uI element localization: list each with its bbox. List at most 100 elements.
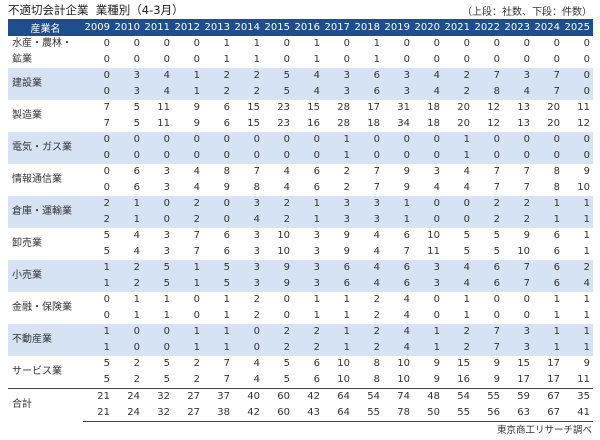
company-count-cell: 0: [233, 132, 263, 148]
case-count-cell: 1: [583, 310, 590, 321]
company-count-cell: 4: [413, 68, 443, 84]
company-count-cell: 2: [373, 294, 380, 305]
company-count-cell: 3: [233, 196, 263, 212]
company-count-cell: 24: [113, 388, 143, 405]
case-count-cell: 60: [263, 405, 293, 422]
case-count-cell: 0: [83, 148, 113, 164]
company-count-cell: 1: [383, 196, 413, 212]
industry-name: サービス業: [12, 366, 62, 377]
company-count-cell: 32: [143, 388, 173, 405]
case-count-cell: 0: [493, 54, 500, 65]
company-count-cell: 1: [373, 38, 380, 49]
company-count-cell: 5: [283, 358, 290, 369]
industry-name: 水産・農林・鉱業: [12, 38, 72, 65]
case-count-cell: 2: [253, 310, 260, 321]
case-count-cell: 8: [373, 374, 380, 385]
company-count-cell: 2: [203, 68, 233, 84]
case-count-cell: 4: [373, 246, 380, 257]
case-count-cell: 0: [83, 84, 113, 100]
company-count-cell: 1: [313, 38, 320, 49]
company-count-cell: 5: [263, 68, 293, 84]
case-count-cell: 2: [193, 374, 200, 385]
company-count-cell: 35: [563, 388, 593, 405]
company-count-cell: 1: [343, 294, 350, 305]
company-count-cell: 11: [157, 102, 170, 113]
case-count-cell: 18: [367, 118, 380, 129]
case-count-cell: 4: [353, 276, 383, 292]
case-count-cell: 7: [533, 84, 563, 100]
case-count-cell: 1: [173, 276, 203, 292]
company-count-cell: 7: [223, 358, 230, 369]
case-count-cell: 4: [433, 182, 440, 193]
company-count-cell: 27: [173, 388, 203, 405]
case-count-cell: 0: [203, 148, 233, 164]
company-count-cell: 5: [133, 102, 140, 113]
case-count-cell: 1: [533, 340, 563, 356]
case-count-cell: 11: [577, 374, 590, 385]
case-count-cell: 0: [433, 310, 440, 321]
company-count-cell: 2: [443, 68, 473, 84]
company-count-cell: 0: [203, 132, 233, 148]
case-count-cell: 1: [373, 54, 380, 65]
company-count-cell: 0: [553, 38, 560, 49]
column-header-year: 2024: [533, 19, 563, 36]
case-count-cell: 1: [253, 54, 260, 65]
company-count-cell: 0: [413, 196, 443, 212]
case-count-cell: 1: [413, 340, 443, 356]
company-count-cell: 48: [413, 388, 443, 405]
case-count-cell: 41: [563, 405, 593, 422]
company-count-cell: 1: [533, 324, 563, 340]
company-count-cell: 37: [203, 388, 233, 405]
column-header-year: 2019: [383, 19, 413, 36]
company-count-cell: 1: [223, 38, 230, 49]
company-count-cell: 1: [83, 260, 113, 276]
company-count-cell: 3: [383, 68, 413, 84]
company-count-cell: 3: [313, 230, 320, 241]
company-count-cell: 4: [293, 68, 323, 84]
company-count-cell: 3: [233, 260, 263, 276]
case-count-cell: 78: [383, 405, 413, 422]
industry-name: 電気・ガス業: [8, 132, 83, 164]
case-count-cell: 1: [343, 310, 350, 321]
company-count-cell: 1: [173, 68, 203, 84]
company-count-cell: 13: [517, 102, 530, 113]
company-count-cell: 0: [493, 294, 500, 305]
title-bar: 不適切会計企業 業種別（4-3月） （上段：社数、下段：件数）: [8, 2, 592, 18]
case-count-cell: 42: [233, 405, 263, 422]
company-count-cell: 21: [83, 388, 113, 405]
company-count-cell: 10: [337, 358, 350, 369]
case-count-cell: 16: [307, 118, 320, 129]
case-count-cell: 1: [323, 340, 353, 356]
company-count-cell: 0: [173, 132, 203, 148]
case-count-cell: 34: [397, 118, 410, 129]
case-count-cell: 3: [113, 84, 143, 100]
case-count-cell: 2: [233, 84, 263, 100]
company-count-cell: 74: [383, 388, 413, 405]
company-count-cell: 10: [427, 230, 440, 241]
case-count-cell: 15: [247, 118, 260, 129]
case-count-cell: 4: [463, 182, 470, 193]
case-count-cell: 16: [457, 374, 470, 385]
case-count-cell: 0: [523, 54, 530, 65]
company-count-cell: 5: [493, 230, 500, 241]
company-count-cell: 2: [173, 196, 203, 212]
case-count-cell: 6: [223, 246, 230, 257]
company-count-cell: 7: [503, 260, 533, 276]
case-count-cell: 0: [563, 148, 593, 164]
company-count-cell: 15: [247, 102, 260, 113]
case-count-cell: 5: [103, 246, 110, 257]
case-count-cell: 7: [103, 118, 110, 129]
case-count-cell: 0: [383, 148, 413, 164]
case-count-cell: 5: [133, 118, 140, 129]
case-count-cell: 5: [263, 84, 293, 100]
case-count-cell: 3: [323, 84, 353, 100]
company-count-cell: 0: [103, 38, 110, 49]
case-count-cell: 4: [143, 84, 173, 100]
company-count-cell: 8: [553, 166, 560, 177]
case-count-cell: 0: [433, 54, 440, 65]
company-count-cell: 2: [293, 324, 323, 340]
case-count-cell: 4: [383, 340, 413, 356]
table-row: 製造業 7 5 11 9 6 15 23 15 28 17 31 18 20 12 13 20 11: [8, 100, 593, 121]
case-count-cell: 10: [277, 246, 290, 257]
company-count-cell: 8: [373, 358, 380, 369]
